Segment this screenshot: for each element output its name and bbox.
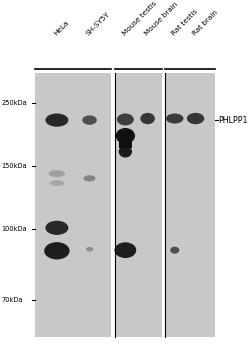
Ellipse shape (116, 128, 135, 144)
Bar (115, 73, 162, 337)
Ellipse shape (83, 175, 96, 182)
Ellipse shape (50, 180, 64, 186)
Ellipse shape (82, 116, 97, 125)
Bar (35, 73, 111, 337)
Ellipse shape (86, 247, 93, 252)
Ellipse shape (140, 113, 155, 124)
Text: Mouse testis: Mouse testis (121, 0, 158, 37)
Ellipse shape (45, 113, 68, 127)
Bar (119, 131, 132, 148)
Ellipse shape (45, 221, 68, 235)
Text: Rat brain: Rat brain (191, 9, 219, 37)
Ellipse shape (119, 146, 132, 158)
Text: 150kDa: 150kDa (1, 163, 27, 169)
Text: 70kDa: 70kDa (1, 296, 23, 303)
Bar (165, 73, 215, 337)
Text: Mouse brain: Mouse brain (143, 1, 179, 37)
Text: Rat testis: Rat testis (171, 8, 199, 37)
Ellipse shape (44, 242, 70, 259)
Text: 100kDa: 100kDa (1, 226, 27, 232)
Text: 250kDa: 250kDa (1, 100, 27, 106)
Text: PHLPP1: PHLPP1 (218, 116, 247, 125)
Ellipse shape (49, 170, 65, 177)
Text: SH-SY5Y: SH-SY5Y (85, 10, 111, 37)
Ellipse shape (114, 242, 136, 258)
Ellipse shape (170, 247, 179, 254)
Text: HeLa: HeLa (53, 19, 70, 37)
Ellipse shape (166, 113, 183, 124)
Ellipse shape (187, 113, 204, 124)
Ellipse shape (117, 113, 134, 125)
